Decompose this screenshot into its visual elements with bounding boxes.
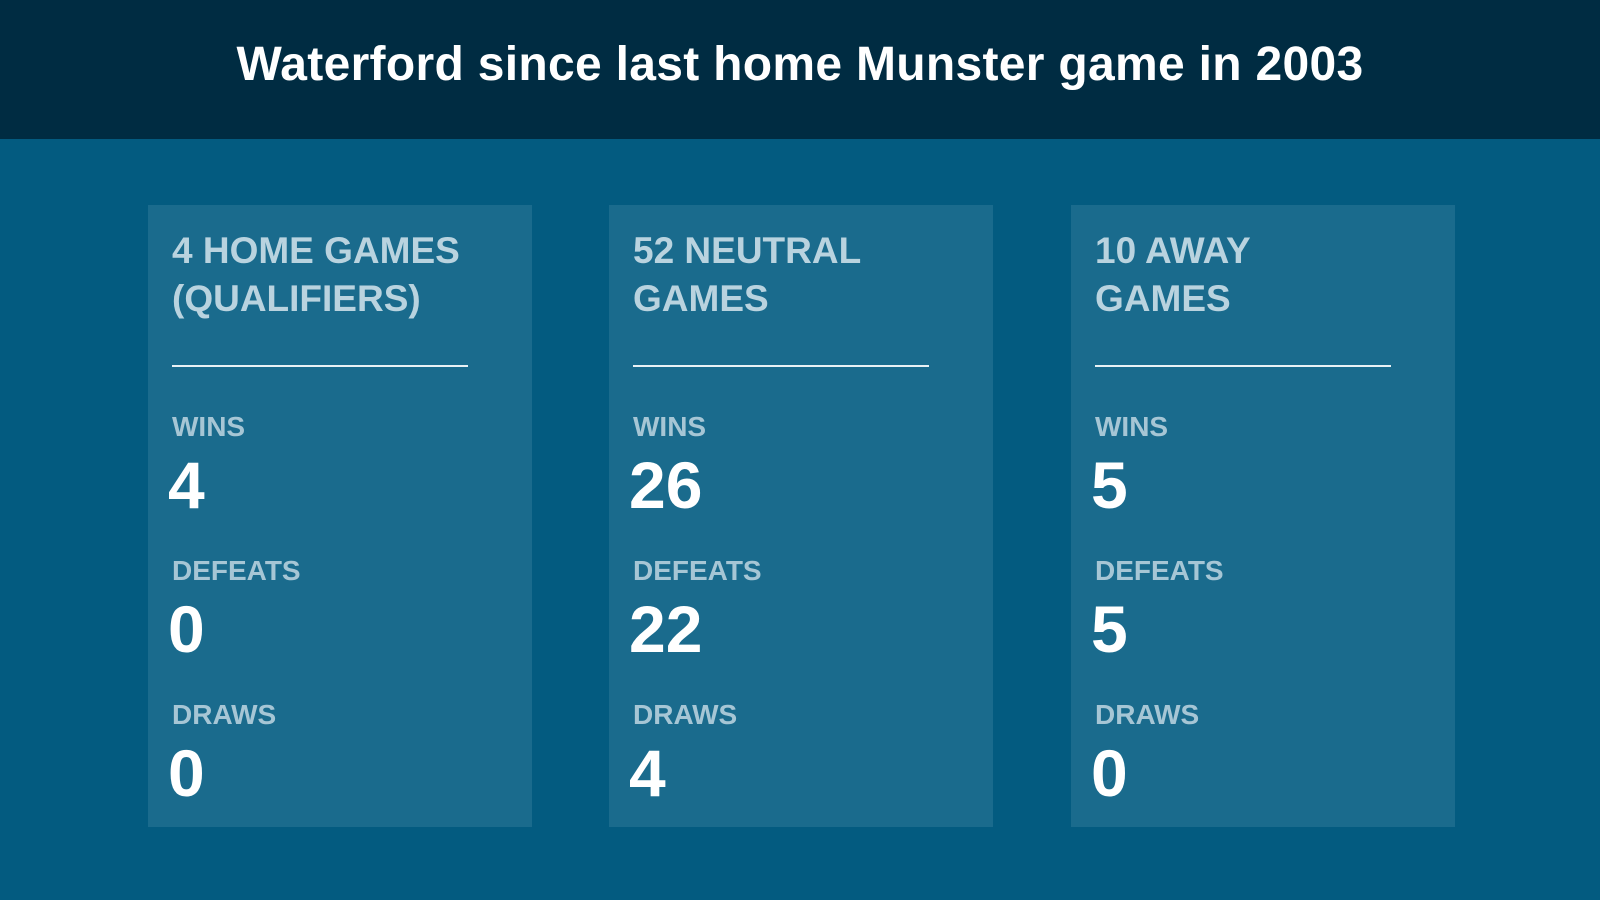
draws-label: DRAWS (172, 699, 277, 730)
wins-value: 4 (168, 448, 205, 522)
stat-card-home: 4 HOME GAMES (QUALIFIERS) WINS 4 DEFEATS… (148, 205, 532, 827)
defeats-value: 5 (1091, 592, 1128, 666)
card-divider (172, 365, 468, 367)
wins-label: WINS (1095, 411, 1169, 442)
wins-value: 5 (1091, 448, 1128, 522)
stat-card-neutral: 52 NEUTRAL GAMES WINS 26 DEFEATS 22 DRAW… (609, 205, 993, 827)
draws-label: DRAWS (633, 699, 738, 730)
defeats-value: 22 (629, 592, 703, 666)
wins-value: 26 (629, 448, 703, 522)
card-heading: 4 HOME GAMES (QUALIFIERS) (172, 230, 460, 319)
title-banner: Waterford since last home Munster game i… (0, 0, 1600, 139)
card-heading: 52 NEUTRAL GAMES (633, 230, 862, 319)
draws-value: 0 (1091, 736, 1128, 810)
card-divider (633, 365, 929, 367)
draws-label: DRAWS (1095, 699, 1200, 730)
defeats-label: DEFEATS (1095, 555, 1224, 586)
defeats-label: DEFEATS (633, 555, 762, 586)
defeats-value: 0 (168, 592, 205, 666)
wins-label: WINS (172, 411, 246, 442)
draws-value: 0 (168, 736, 205, 810)
draws-value: 4 (629, 736, 666, 810)
defeats-label: DEFEATS (172, 555, 301, 586)
card-divider (1095, 365, 1391, 367)
page-title: Waterford since last home Munster game i… (236, 38, 1364, 91)
card-heading: 10 AWAY GAMES (1095, 230, 1251, 319)
wins-label: WINS (633, 411, 707, 442)
stat-card-away: 10 AWAY GAMES WINS 5 DEFEATS 5 DRAWS 0 (1071, 205, 1455, 827)
